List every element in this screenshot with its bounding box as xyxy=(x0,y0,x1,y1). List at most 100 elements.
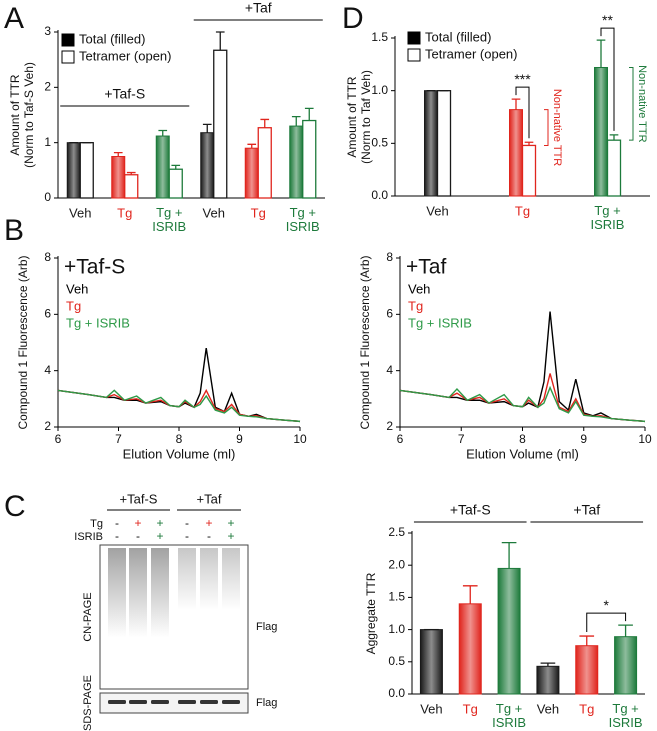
antibody-label: Flag xyxy=(256,621,277,633)
y-tick-label: 2 xyxy=(44,419,51,433)
bar xyxy=(111,156,126,199)
error-bar xyxy=(291,116,301,127)
sign: - xyxy=(185,516,189,530)
bar xyxy=(213,49,228,199)
x-tick-label: 9 xyxy=(580,432,587,446)
gel-label: SDS-PAGE xyxy=(82,675,94,731)
x-tick-label: Tg xyxy=(251,205,266,220)
group-label: +Taf-S xyxy=(104,86,145,102)
error-bar xyxy=(113,151,123,157)
legend-swatch xyxy=(407,31,421,45)
x-tick-label: Veh xyxy=(537,701,559,716)
y-tick-label: 2.5 xyxy=(388,525,405,539)
error-bar xyxy=(501,542,517,569)
band xyxy=(178,700,196,704)
x-axis-label: Elution Volume (ml) xyxy=(466,446,579,461)
y-tick-label: 2.0 xyxy=(388,557,405,571)
sign: - xyxy=(185,529,189,543)
legend-label: Tetramer (open) xyxy=(425,46,517,61)
x-tick-label: 6 xyxy=(397,432,404,446)
sign: - xyxy=(136,529,140,543)
error-bar xyxy=(247,143,257,149)
group-label: +Taf-S xyxy=(450,502,491,518)
x-tick-label: Veh xyxy=(426,203,448,218)
sign: + xyxy=(227,516,234,530)
error-bar xyxy=(511,98,521,110)
legend-swatch xyxy=(61,33,75,47)
panel-title: +Taf-S xyxy=(64,256,125,279)
annotation-bracket xyxy=(544,109,549,146)
y-tick-label: 6 xyxy=(386,307,393,321)
sign: + xyxy=(156,516,163,530)
x-tick-label: Tg xyxy=(117,205,132,220)
y-axis-label: Amount of TTR xyxy=(8,74,22,155)
error-bar xyxy=(540,662,556,667)
x-tick-label: 8 xyxy=(176,432,183,446)
x-tick-label: Tg xyxy=(515,203,530,218)
y-tick-label: 8 xyxy=(44,250,51,264)
x-tick-label: 7 xyxy=(115,432,122,446)
significance-label: *** xyxy=(514,71,531,87)
group-label: +Taf xyxy=(245,0,272,16)
group-label: +Taf xyxy=(573,502,600,518)
annotation-bracket xyxy=(629,66,634,141)
x-tick-label: Veh xyxy=(203,205,225,220)
error-bar xyxy=(260,118,270,128)
error-bar xyxy=(158,129,168,137)
x-tick-label: Veh xyxy=(420,701,442,716)
significance-bracket xyxy=(600,27,615,131)
y-tick-label: 1.5 xyxy=(388,590,405,604)
band xyxy=(200,700,218,704)
gel-label: CN-PAGE xyxy=(82,592,94,641)
y-axis-label: Aggregate TTR xyxy=(364,572,378,654)
smear xyxy=(151,548,169,638)
legend-label: Tg + ISRIB xyxy=(408,315,472,330)
y-tick-label: 4 xyxy=(386,363,393,377)
bar xyxy=(168,168,183,199)
bar xyxy=(536,665,560,695)
error-bar xyxy=(304,107,314,121)
y-axis-label: Compound 1 Fluorescence (Arb) xyxy=(16,255,30,429)
band xyxy=(108,700,126,704)
sign: + xyxy=(205,516,212,530)
y-tick-label: 6 xyxy=(44,307,51,321)
band xyxy=(151,700,169,704)
bar xyxy=(606,139,622,197)
annotation: Non-native TTR xyxy=(551,89,563,166)
y-tick-label: 8 xyxy=(386,250,393,264)
panel-title: +Taf xyxy=(406,256,446,279)
y-tick-label: 1.5 xyxy=(371,30,388,44)
x-axis-label: Elution Volume (ml) xyxy=(123,446,236,461)
y-tick-label: 1 xyxy=(44,135,51,149)
error-bar xyxy=(171,164,181,170)
bar xyxy=(575,645,599,695)
bar xyxy=(257,127,272,199)
bar xyxy=(594,66,608,197)
error-bar xyxy=(609,134,619,141)
legend-label: Tetramer (open) xyxy=(79,48,171,63)
y-tick-label: 2 xyxy=(386,419,393,433)
bar xyxy=(509,109,523,197)
x-tick-label: Tg + ISRIB xyxy=(286,205,320,234)
significance-label: * xyxy=(603,597,609,613)
y-axis-label: Compound 1 Fluorescence (Arb) xyxy=(358,255,372,429)
legend-label: Total (filled) xyxy=(79,31,145,46)
panel-label: A xyxy=(4,2,24,35)
legend-swatch xyxy=(61,50,75,64)
legend-swatch xyxy=(407,48,421,62)
bar xyxy=(66,142,81,199)
y-tick-label: 0.0 xyxy=(371,188,388,202)
bar xyxy=(302,119,317,199)
group-label: +Taf-S xyxy=(120,491,158,506)
bar xyxy=(155,135,170,199)
x-tick-label: 10 xyxy=(293,432,307,446)
y-tick-label: 1.0 xyxy=(388,622,405,636)
x-tick-label: 7 xyxy=(458,432,465,446)
bar xyxy=(200,132,215,199)
antibody-label: Flag xyxy=(256,697,277,709)
smear xyxy=(222,548,240,610)
row-label: Tg xyxy=(90,518,103,530)
smear xyxy=(108,548,126,638)
significance-label: ** xyxy=(602,12,613,28)
